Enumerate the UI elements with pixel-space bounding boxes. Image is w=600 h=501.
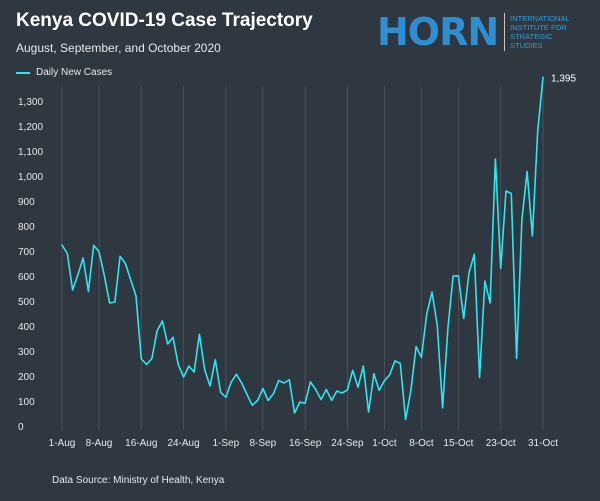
y-tick-label: 500 [18,297,35,308]
x-tick-label: 23-Oct [486,438,516,449]
y-tick-label: 400 [18,322,35,333]
logo-wordmark: HORN [377,10,499,54]
y-tick-label: 0 [18,422,24,433]
horn-logo: HORN INTERNATIONAL INSTITUTE FOR STRATEG… [377,10,589,54]
gridlines [61,86,544,430]
series-line-daily-new-cases [61,76,544,421]
logo-line: INTERNATIONAL [510,14,570,23]
data-source-note: Data Source: Ministry of Health, Kenya [52,475,225,486]
logo-line: STRATEGIC [510,32,553,41]
y-tick-label: 200 [18,372,35,383]
y-tick-label: 800 [18,222,35,233]
logo-line: INSTITUTE FOR [510,23,567,32]
legend-label: Daily New Cases [36,67,113,78]
x-tick-label: 1-Sep [213,438,240,449]
legend-swatch [16,71,30,74]
x-tick-label: 1-Aug [49,438,76,449]
x-tick-label: 24-Sep [331,438,364,449]
x-tick-label: 16-Aug [125,438,157,449]
peak-value-label: 1,395 [551,73,576,84]
chart-title: Kenya COVID-19 Case Trajectory [16,10,313,31]
y-tick-label: 100 [18,397,35,408]
logo-line: STUDIES [510,41,543,50]
y-tick-label: 700 [18,247,35,258]
y-axis-ticks: 0 100 200 300 400 500 600 700 800 900 1,000 1,100 1,… [18,97,43,433]
x-tick-label: 24-Aug [167,438,199,449]
logo-divider [504,13,506,51]
y-tick-label: 1,100 [18,147,43,158]
x-tick-label: 15-Oct [443,438,473,449]
logo-tagline: INTERNATIONAL INSTITUTE FOR STRATEGIC ST… [510,14,580,50]
chart-subtitle: August, September, and October 2020 [16,41,221,55]
annotations: 1,395 [551,73,576,84]
x-axis-ticks: 1-Aug 8-Aug 16-Aug 24-Aug 1-Sep 8-Sep 16-Sep 24… [49,438,559,449]
x-tick-label: 8-Sep [250,438,277,449]
x-tick-label: 1-Oct [372,438,397,449]
series-layer [61,76,544,421]
y-tick-label: 300 [18,347,35,358]
x-tick-label: 8-Aug [86,438,113,449]
legend: Daily New Cases [16,67,112,78]
x-tick-label: 8-Oct [409,438,434,449]
y-tick-label: 900 [18,197,35,208]
x-tick-label: 31-Oct [528,438,558,449]
y-tick-label: 600 [18,272,35,283]
x-tick-label: 16-Sep [289,438,322,449]
y-tick-label: 1,300 [18,97,43,108]
y-tick-label: 1,200 [18,122,43,133]
y-tick-label: 1,000 [18,172,43,183]
